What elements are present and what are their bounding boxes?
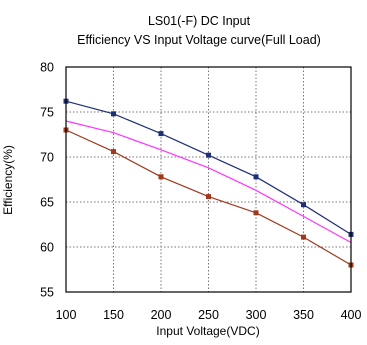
y-axis-label: Efficiency(%) (1, 145, 15, 215)
data-point (111, 149, 116, 155)
series-layer (63, 98, 354, 268)
y-tick-label: 60 (40, 241, 54, 255)
x-tick-label: 100 (56, 308, 77, 322)
y-tick-label: 75 (40, 106, 54, 120)
grid (66, 67, 351, 292)
x-tick-label: 300 (246, 308, 267, 322)
data-point (206, 152, 211, 158)
data-point (253, 210, 259, 216)
y-tick-label: 80 (40, 61, 54, 75)
x-tick-label: 350 (293, 308, 314, 322)
x-axis-label: Input Voltage(VDC) (156, 324, 259, 338)
x-tick-labels: 100 150 200 250 300 350 400 (56, 308, 362, 322)
data-point (253, 174, 259, 180)
data-point (301, 234, 306, 240)
y-tick-label: 65 (40, 196, 54, 210)
series-line-2 (65, 120, 352, 244)
y-tick-label: 55 (40, 286, 54, 300)
x-tick-label: 250 (198, 308, 219, 322)
chart-subtitle: Efficiency VS Input Voltage curve(Full L… (77, 33, 321, 47)
plot-frame (65, 66, 352, 293)
x-tick-label: 400 (341, 308, 362, 322)
data-point (158, 131, 164, 137)
data-point (301, 202, 306, 208)
chart-title: LS01(-F) DC Input (148, 14, 251, 28)
data-point (111, 111, 116, 117)
y-tick-label: 70 (40, 151, 54, 165)
data-point (206, 194, 211, 200)
x-tick-label: 150 (103, 308, 124, 322)
y-tick-labels: 55 60 65 70 75 80 (40, 61, 54, 300)
x-tick-label: 200 (151, 308, 172, 322)
data-point (158, 174, 164, 180)
